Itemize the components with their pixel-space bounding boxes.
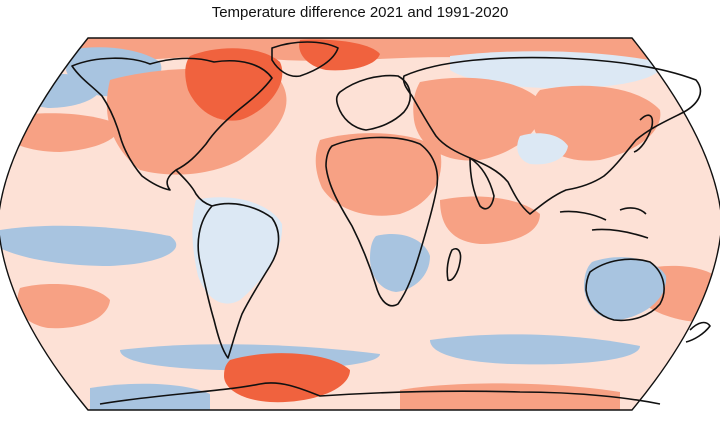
region-north-africa — [315, 133, 442, 216]
coast-central-america — [175, 169, 213, 207]
region-australia — [584, 257, 667, 320]
region-southern-africa — [370, 234, 430, 292]
region-south-pacific-west — [17, 284, 110, 329]
coast-madagascar — [446, 247, 462, 282]
coast-africa — [325, 136, 439, 307]
region-greenland — [299, 39, 380, 71]
region-east-asia-cool — [517, 133, 568, 165]
region-siberia — [450, 51, 662, 89]
coastlines — [71, 41, 711, 405]
coast-southeast-asia-islands — [559, 207, 649, 239]
coast-australia — [585, 258, 665, 322]
region-south-america — [192, 197, 283, 304]
coast-india — [469, 157, 495, 210]
coast-antarctica — [99, 382, 661, 405]
anomaly-layer — [0, 38, 720, 410]
map-title: Temperature difference 2021 and 1991-202… — [211, 4, 509, 21]
coast-europe — [335, 74, 411, 131]
coast-asia — [402, 56, 702, 215]
region-antarctic-margin — [400, 383, 620, 410]
region-southern-ocean — [224, 353, 350, 403]
region-southern-cool-band-east — [430, 334, 640, 365]
globe-outline — [0, 37, 720, 411]
coast-new-zealand — [685, 321, 711, 343]
region-indian-ocean — [440, 196, 540, 244]
coast-south-america — [197, 202, 280, 359]
coast-north-america — [71, 57, 273, 191]
coast-greenland — [271, 41, 339, 78]
region-central-asia — [413, 77, 542, 161]
coast-japan — [633, 114, 654, 153]
region-equatorial-pacific — [0, 225, 177, 266]
